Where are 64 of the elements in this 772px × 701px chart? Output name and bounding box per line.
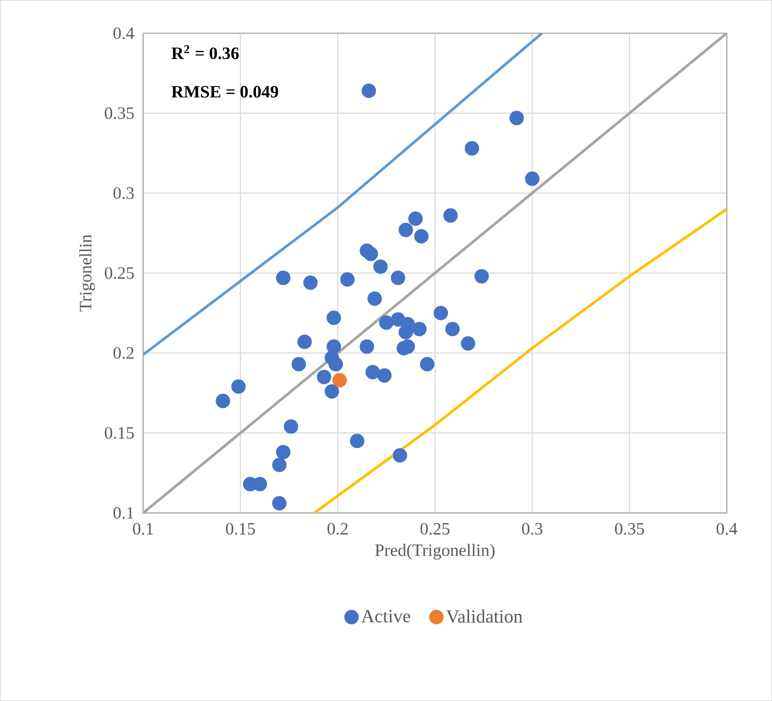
x-axis-title: Pred(Trigonellin) [375,544,495,560]
point [474,269,489,284]
y-tick-label: 0.35 [104,107,134,120]
point [362,84,376,98]
point [252,476,268,492]
point [332,372,347,388]
legend-label: Active [361,610,410,622]
point [324,384,340,399]
x-tick-label: 0.35 [615,522,644,535]
annotation: RMSE = 0.049 [172,86,278,98]
point [303,275,318,290]
point [509,110,524,126]
point [231,379,246,394]
x-tick-label: 0.25 [420,522,450,535]
point [414,229,429,244]
point [284,419,298,434]
point [316,370,332,384]
point [398,325,413,340]
x-tick-label: 0.4 [716,522,738,535]
point [434,306,448,320]
point [400,339,415,354]
point [364,246,378,262]
y-tick-label: 0.1 [113,507,134,519]
y-tick-label: 0.2 [113,347,134,359]
y-axis-title: Trigonellin [79,234,96,312]
point [398,222,413,238]
point [390,270,406,286]
point [420,356,434,372]
point [464,141,480,156]
point [272,458,287,472]
point [460,336,476,351]
y-tick-label: 0.4 [113,27,134,40]
point [412,322,427,336]
point [297,334,312,349]
point [443,208,458,223]
point [276,444,290,460]
point [328,356,343,372]
point [350,434,364,448]
x-tick-label: 0.1 [133,522,153,535]
annotation: R$^{2}$ = 0.36 [172,45,239,60]
point [366,364,380,380]
line-series [313,208,727,513]
point [292,356,306,372]
x-tick-label: 0.15 [226,522,255,535]
point [367,291,382,306]
point [408,211,423,226]
point [373,259,388,274]
point [216,394,230,408]
point [445,322,460,336]
x-tick-label: 0.2 [328,522,348,535]
point [276,270,290,286]
point [379,315,394,330]
point [525,172,540,186]
legend-label: Validation [446,610,522,623]
point [272,496,287,510]
point [326,310,342,326]
y-tick-label: 0.25 [104,267,134,279]
point [360,339,374,354]
point [377,368,392,383]
x-tick-label: 0.3 [522,522,542,535]
point [392,448,408,463]
point [340,272,355,287]
y-tick-label: 0.3 [113,187,134,199]
y-tick-label: 0.15 [104,427,134,439]
